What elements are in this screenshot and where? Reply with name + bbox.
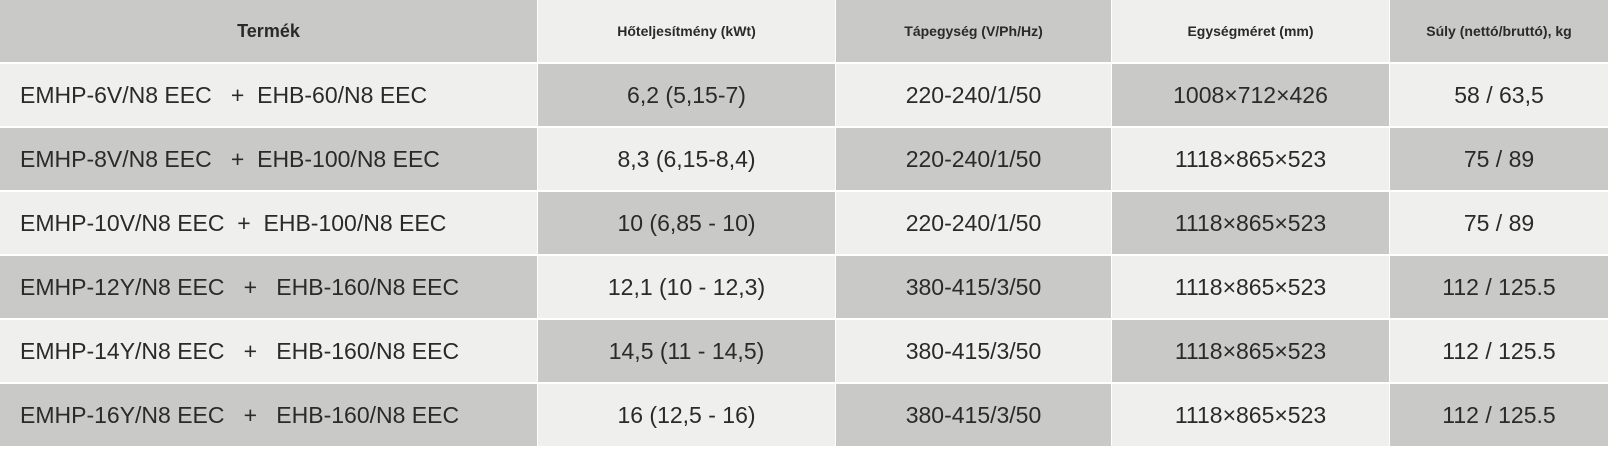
header-cell: Egységméret (mm) [1112,0,1390,64]
header-cell: Termék [0,0,538,64]
table-row: EMHP-14Y/N8 EEC + EHB-160/N8 EEC 14,5 (11… [0,320,1609,384]
value-cell: 380-415/3/50 [836,320,1112,384]
table-row: EMHP-16Y/N8 EEC + EHB-160/N8 EEC 16 (12,5… [0,384,1609,448]
value-cell: 1118×865×523 [1112,384,1390,448]
value-cell: 380-415/3/50 [836,256,1112,320]
value-cell: 220-240/1/50 [836,128,1112,192]
value-cell: 58 / 63,5 [1390,64,1609,128]
product-cell: EMHP-16Y/N8 EEC + EHB-160/N8 EEC [0,384,538,448]
header-row: Termék Hőteljesítmény (kWt) Tápegység (V/P… [0,0,1609,64]
product-cell: EMHP-6V/N8 EEC + EHB-60/N8 EEC [0,64,538,128]
product-cell: EMHP-14Y/N8 EEC + EHB-160/N8 EEC [0,320,538,384]
value-cell: 220-240/1/50 [836,64,1112,128]
table-row: EMHP-8V/N8 EEC + EHB-100/N8 EEC 8,3 (6,15… [0,128,1609,192]
value-cell: 112 / 125.5 [1390,320,1609,384]
value-cell: 12,1 (10 - 12,3) [538,256,836,320]
product-cell: EMHP-12Y/N8 EEC + EHB-160/N8 EEC [0,256,538,320]
value-cell: 6,2 (5,15-7) [538,64,836,128]
value-cell: 10 (6,85 - 10) [538,192,836,256]
value-cell: 1118×865×523 [1112,320,1390,384]
table-body: EMHP-6V/N8 EEC + EHB-60/N8 EEC 6,2 (5,15-… [0,64,1609,448]
value-cell: 8,3 (6,15-8,4) [538,128,836,192]
value-cell: 75 / 89 [1390,192,1609,256]
value-cell: 16 (12,5 - 16) [538,384,836,448]
product-cell: EMHP-10V/N8 EEC + EHB-100/N8 EEC [0,192,538,256]
table-row: EMHP-10V/N8 EEC + EHB-100/N8 EEC 10 (6,85… [0,192,1609,256]
value-cell: 220-240/1/50 [836,192,1112,256]
value-cell: 1008×712×426 [1112,64,1390,128]
product-cell: EMHP-8V/N8 EEC + EHB-100/N8 EEC [0,128,538,192]
value-cell: 112 / 125.5 [1390,256,1609,320]
value-cell: 380-415/3/50 [836,384,1112,448]
header-cell: Súly (nettó/bruttó), kg [1390,0,1609,64]
value-cell: 14,5 (11 - 14,5) [538,320,836,384]
table-header: Termék Hőteljesítmény (kWt) Tápegység (V/P… [0,0,1609,64]
value-cell: 1118×865×523 [1112,192,1390,256]
value-cell: 1118×865×523 [1112,128,1390,192]
table-row: EMHP-6V/N8 EEC + EHB-60/N8 EEC 6,2 (5,15-… [0,64,1609,128]
table-row: EMHP-12Y/N8 EEC + EHB-160/N8 EEC 12,1 (10… [0,256,1609,320]
value-cell: 112 / 125.5 [1390,384,1609,448]
value-cell: 75 / 89 [1390,128,1609,192]
value-cell: 1118×865×523 [1112,256,1390,320]
header-cell: Tápegység (V/Ph/Hz) [836,0,1112,64]
header-cell: Hőteljesítmény (kWt) [538,0,836,64]
